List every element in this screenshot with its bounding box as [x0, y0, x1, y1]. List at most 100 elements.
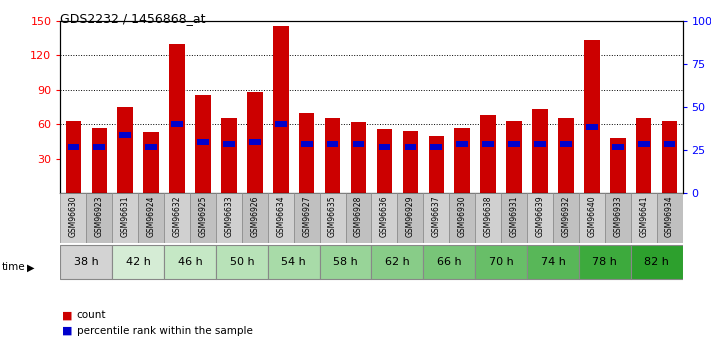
Bar [164, 193, 190, 243]
Bar [527, 193, 553, 243]
Bar [216, 245, 268, 279]
Bar [144, 132, 159, 193]
Bar [429, 136, 444, 193]
Text: time: time [1, 263, 25, 272]
Bar [449, 193, 475, 243]
Text: GSM96634: GSM96634 [277, 196, 285, 237]
Bar [454, 128, 470, 193]
Text: GDS2232 / 1456868_at: GDS2232 / 1456868_at [60, 12, 206, 25]
Bar [527, 245, 579, 279]
Bar [371, 245, 423, 279]
Bar [197, 139, 209, 145]
Text: GSM96630: GSM96630 [69, 196, 78, 237]
Bar [631, 193, 657, 243]
Bar [662, 121, 678, 193]
Text: 62 h: 62 h [385, 257, 410, 267]
Bar [586, 124, 598, 130]
Bar [138, 193, 164, 243]
Bar [533, 109, 547, 193]
Bar [301, 141, 313, 147]
Bar [353, 141, 364, 147]
Text: GSM96635: GSM96635 [328, 196, 337, 237]
Bar [325, 118, 341, 193]
Bar [275, 121, 287, 127]
Text: 70 h: 70 h [488, 257, 513, 267]
Bar [247, 92, 262, 193]
Bar [171, 121, 183, 127]
Bar [553, 193, 579, 243]
Bar [423, 193, 449, 243]
Text: 46 h: 46 h [178, 257, 203, 267]
Bar [294, 193, 320, 243]
Text: 74 h: 74 h [540, 257, 565, 267]
Bar [558, 118, 574, 193]
Bar [423, 245, 475, 279]
Bar [397, 193, 423, 243]
Bar [501, 193, 527, 243]
Bar [92, 128, 107, 193]
Bar [475, 245, 527, 279]
Bar [268, 193, 294, 243]
Text: 58 h: 58 h [333, 257, 358, 267]
Bar [506, 121, 522, 193]
Text: GSM96639: GSM96639 [535, 196, 545, 237]
Bar [112, 245, 164, 279]
Bar [508, 141, 520, 147]
Text: ▶: ▶ [27, 263, 35, 272]
Text: GSM96928: GSM96928 [354, 196, 363, 237]
Bar [579, 245, 631, 279]
Bar [216, 193, 242, 243]
Bar [631, 245, 683, 279]
Bar [579, 193, 605, 243]
Bar [430, 144, 442, 149]
Bar [379, 144, 390, 149]
Bar [68, 144, 79, 149]
Text: count: count [77, 310, 106, 321]
Bar [221, 118, 237, 193]
Bar [638, 141, 650, 147]
Text: GSM96636: GSM96636 [380, 196, 389, 237]
Text: 38 h: 38 h [74, 257, 99, 267]
Text: ■: ■ [62, 326, 73, 336]
Text: GSM96926: GSM96926 [250, 196, 260, 237]
Bar [60, 193, 86, 243]
Bar [534, 141, 546, 147]
Bar [190, 193, 216, 243]
Bar [481, 115, 496, 193]
Bar [145, 144, 157, 149]
Text: 50 h: 50 h [230, 257, 255, 267]
Text: ■: ■ [62, 310, 73, 321]
Bar [299, 113, 314, 193]
Text: GSM96934: GSM96934 [665, 196, 674, 237]
Bar [456, 141, 468, 147]
Text: percentile rank within the sample: percentile rank within the sample [77, 326, 252, 336]
Bar [242, 193, 268, 243]
Bar [223, 141, 235, 147]
Text: GSM96633: GSM96633 [225, 196, 233, 237]
Text: 66 h: 66 h [437, 257, 461, 267]
Text: GSM96929: GSM96929 [406, 196, 415, 237]
Text: GSM96927: GSM96927 [302, 196, 311, 237]
Bar [610, 138, 626, 193]
Bar [65, 121, 81, 193]
Text: GSM96637: GSM96637 [432, 196, 441, 237]
Bar [273, 27, 289, 193]
Bar [112, 193, 138, 243]
Bar [117, 107, 133, 193]
Bar [657, 193, 683, 243]
Bar [351, 122, 366, 193]
Text: GSM96932: GSM96932 [562, 196, 570, 237]
Bar [164, 245, 216, 279]
Bar [327, 141, 338, 147]
Text: 42 h: 42 h [126, 257, 151, 267]
Bar [584, 40, 599, 193]
Bar [320, 245, 371, 279]
Bar [371, 193, 397, 243]
Bar [402, 131, 418, 193]
Bar [93, 144, 105, 149]
Text: GSM96925: GSM96925 [198, 196, 208, 237]
Text: GSM96632: GSM96632 [173, 196, 181, 237]
Text: 78 h: 78 h [592, 257, 617, 267]
Bar [377, 129, 392, 193]
Bar [664, 141, 675, 147]
